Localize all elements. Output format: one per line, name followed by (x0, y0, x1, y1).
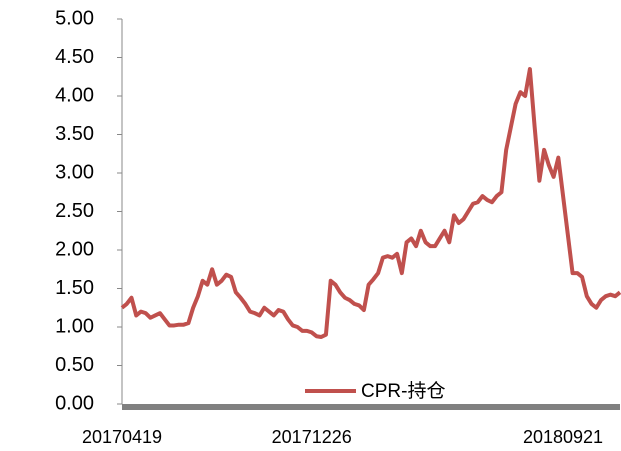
y-tick-label: 5.00 (55, 7, 94, 29)
y-tick-label: 1.50 (55, 277, 94, 299)
x-tick-label: 20170419 (82, 427, 162, 447)
y-tick-label: 2.50 (55, 200, 94, 222)
y-tick-label: 1.00 (55, 315, 94, 337)
series-line (120, 67, 621, 340)
x-tick-label: 20180921 (523, 427, 603, 447)
y-tick-label: 4.50 (55, 46, 94, 68)
x-axis (122, 404, 620, 410)
y-tick-label: 3.00 (55, 161, 94, 183)
y-tick-label: 3.50 (55, 123, 94, 145)
y-tick-label: 2.00 (55, 238, 94, 260)
legend-label: CPR-持仓 (361, 380, 445, 402)
x-tick-label: 20171226 (272, 427, 352, 447)
y-tick-label: 0.50 (55, 354, 94, 376)
y-tick-label: 0.00 (55, 392, 94, 414)
y-tick-label: 4.00 (55, 84, 94, 106)
